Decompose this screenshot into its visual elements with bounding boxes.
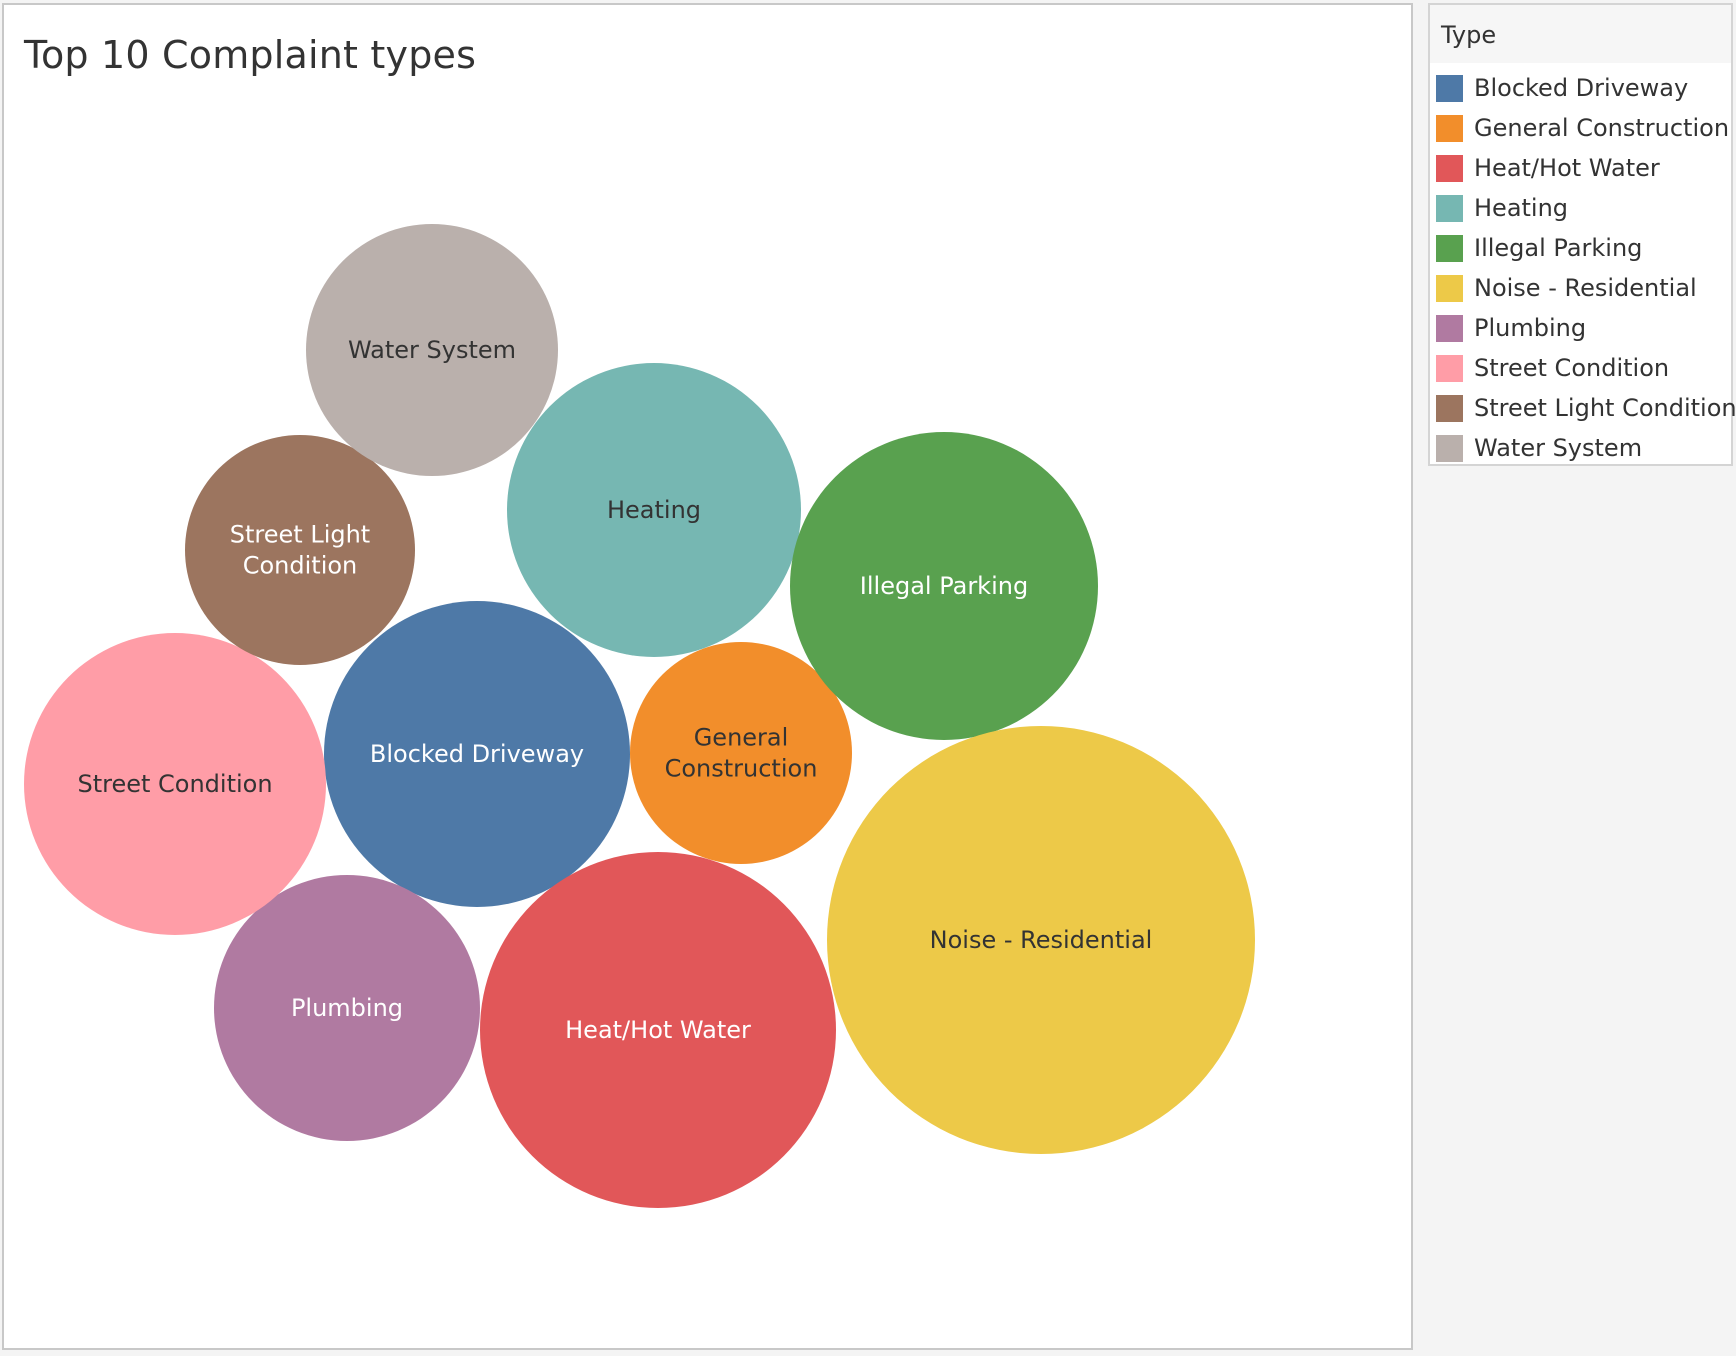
bubble-label-water-system: Water System [348, 336, 516, 364]
legend-label: Plumbing [1474, 314, 1587, 342]
bubble-label-noise-residential: Noise - Residential [930, 926, 1153, 954]
legend-swatch [1436, 234, 1463, 262]
bubble-plumbing[interactable] [214, 875, 480, 1141]
legend-swatch [1436, 434, 1463, 462]
legend-swatch [1436, 74, 1463, 102]
bubble-label-blocked-driveway: Blocked Driveway [370, 740, 584, 768]
legend-swatch [1436, 114, 1463, 142]
bubble-illegal-parking[interactable] [790, 432, 1098, 740]
legend-item-illegal-parking[interactable]: Illegal Parking [1436, 228, 1736, 268]
legend-item-street-light-condition[interactable]: Street Light Condition [1436, 388, 1736, 428]
legend-item-street-condition[interactable]: Street Condition [1436, 348, 1736, 388]
bubble-label-heat-hot-water: Heat/Hot Water [565, 1016, 751, 1044]
legend-title: Type [1441, 21, 1497, 49]
legend-label: Noise - Residential [1474, 274, 1697, 302]
legend-swatch [1436, 274, 1463, 302]
legend-header [1430, 5, 1731, 63]
legend-swatch [1436, 354, 1463, 382]
bubble-street-light-condition[interactable] [185, 435, 415, 665]
bubble-label-illegal-parking: Illegal Parking [860, 572, 1028, 600]
legend-item-water-system[interactable]: Water System [1436, 428, 1736, 468]
bubble-label-street-condition: Street Condition [77, 770, 272, 798]
legend-swatch [1436, 194, 1463, 222]
legend-item-plumbing[interactable]: Plumbing [1436, 308, 1736, 348]
legend-label: Water System [1474, 434, 1643, 462]
legend-swatch [1436, 314, 1463, 342]
bubble-general-construction[interactable] [630, 642, 852, 864]
legend-panel: Type Blocked Driveway General Constructio… [1428, 3, 1736, 468]
bubble-label-heating: Heating [607, 496, 701, 524]
legend-label: Street Condition [1474, 354, 1670, 382]
bubble-noise-residential[interactable] [827, 726, 1255, 1154]
legend-item-noise-residential[interactable]: Noise - Residential [1436, 268, 1736, 308]
legend-item-heating[interactable]: Heating [1436, 188, 1736, 228]
bubble-label-street-light-condition: Street Light Condition [230, 521, 370, 580]
legend-label: Street Light Condition [1474, 394, 1736, 422]
legend-label: Heating [1474, 194, 1569, 222]
legend-swatch [1436, 394, 1463, 422]
legend-item-heat-hot-water[interactable]: Heat/Hot Water [1436, 148, 1736, 188]
chart-title: Top 10 Complaint types [24, 33, 477, 77]
legend-label: General Construction [1474, 114, 1730, 142]
bubble-heat-hot-water[interactable] [480, 852, 836, 1208]
chart-panel: Top 10 Complaint types Blocked Driveway G… [2, 3, 1413, 1350]
bubble-label-general-construction: General Construction [665, 724, 818, 783]
bubble-chart: Blocked Driveway General Construction Heat/… [24, 224, 1255, 1208]
legend-label: Illegal Parking [1474, 234, 1643, 262]
legend-item-blocked-driveway[interactable]: Blocked Driveway [1436, 68, 1736, 108]
bubble-street-condition[interactable] [24, 633, 326, 935]
legend-swatch [1436, 154, 1463, 182]
bubble-heating[interactable] [507, 363, 801, 657]
legend-item-general-construction[interactable]: General Construction [1436, 108, 1736, 148]
bubble-label-plumbing: Plumbing [291, 994, 403, 1022]
bubble-blocked-driveway[interactable] [324, 601, 630, 907]
bubble-water-system[interactable] [306, 224, 558, 476]
legend-list: Blocked Driveway General Construction Heat… [1436, 68, 1736, 468]
legend-label: Blocked Driveway [1474, 74, 1689, 102]
legend-label: Heat/Hot Water [1474, 154, 1660, 182]
